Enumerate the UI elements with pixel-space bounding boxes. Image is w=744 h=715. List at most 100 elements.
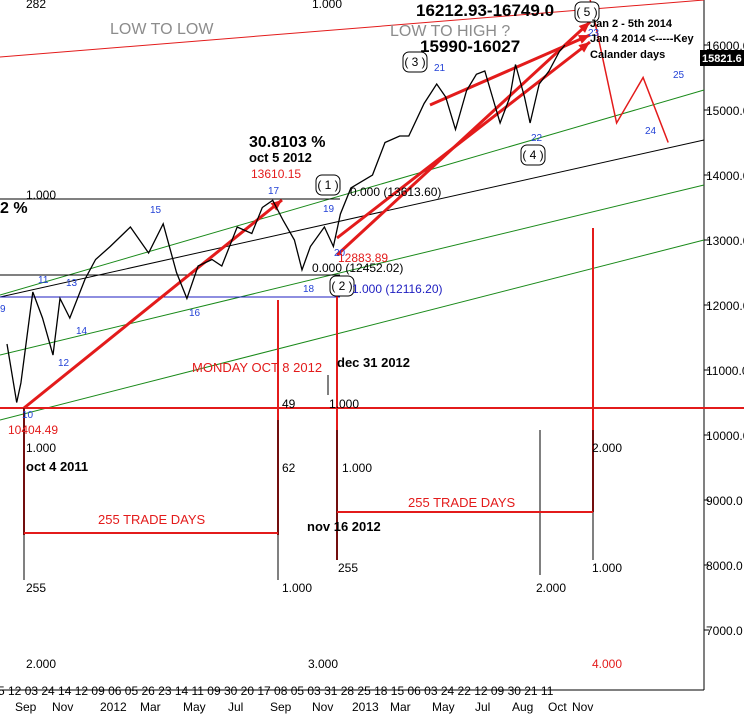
wave-label: ( 4 ) bbox=[522, 148, 543, 162]
annotation-1000-b: 1.000 bbox=[329, 397, 359, 411]
x-month-label: Aug bbox=[512, 700, 533, 714]
annotation-4000: 4.000 bbox=[592, 657, 622, 671]
x-month-label: Nov bbox=[52, 700, 73, 714]
wave-number-9: 9 bbox=[0, 304, 6, 315]
y-tick-label: 9000.0 bbox=[706, 494, 743, 508]
y-tick-label: 10000.0 bbox=[706, 429, 744, 443]
annotation-jan4-key: Jan 4 2014 <-----Key bbox=[590, 33, 695, 45]
annotation-1000-c: 1.000 bbox=[342, 461, 372, 475]
arrow-low-to-high-2-head bbox=[578, 22, 590, 33]
x-month-label: Jul bbox=[228, 700, 243, 714]
last-price-label: 15821.6 bbox=[702, 53, 742, 65]
annotation-monday-oct8: MONDAY OCT 8 2012 bbox=[192, 360, 322, 375]
wave-number-20: 20 bbox=[334, 248, 346, 259]
arrow-low-to-high-3-head bbox=[578, 35, 590, 44]
annotation-trade-days-2: 255 TRADE DAYS bbox=[408, 495, 516, 510]
y-tick-label: 11000.0 bbox=[706, 364, 744, 378]
x-month-label: 2012 bbox=[100, 700, 127, 714]
annotation-282: 282 bbox=[26, 0, 46, 11]
wave-label-box bbox=[574, 1, 600, 23]
annotation-nov16-2012: nov 16 2012 bbox=[307, 519, 381, 534]
fib-label-13613: 0.000 (13613.60) bbox=[350, 185, 441, 199]
annotation-target-range2: 15990-16027 bbox=[420, 37, 520, 56]
annotation-62: 62 bbox=[282, 461, 296, 475]
wave-number-18: 18 bbox=[303, 284, 315, 295]
x-month-label: Mar bbox=[140, 700, 161, 714]
wave-number-13: 13 bbox=[66, 278, 78, 289]
wave-number-14: 14 bbox=[76, 326, 88, 337]
wave-number-12: 12 bbox=[58, 358, 70, 369]
channel-line-green-1 bbox=[0, 89, 705, 296]
annotation-1000-a: 1.000 bbox=[26, 441, 56, 455]
annotation-target-range: 16212.93-16749.0 bbox=[416, 1, 554, 20]
arrow-low-to-high-1 bbox=[23, 198, 283, 410]
channel-line-black bbox=[0, 139, 705, 298]
annotation-pct-left: 2 % bbox=[0, 200, 28, 217]
annotation-jan2-5: Jan 2 - 5th 2014 bbox=[590, 18, 673, 30]
wave-label-box bbox=[315, 174, 341, 196]
wave-number-15: 15 bbox=[150, 205, 162, 216]
wave-label-box bbox=[520, 144, 546, 166]
x-month-label: Jul bbox=[475, 700, 490, 714]
wave-number-24: 24 bbox=[645, 126, 657, 137]
annotation-calander-days: Calander days bbox=[590, 49, 665, 61]
wave-number-16: 16 bbox=[189, 308, 201, 319]
annotation-1000-top: 1.000 bbox=[312, 0, 342, 11]
annotation-high-13610: 13610.15 bbox=[251, 167, 301, 181]
x-month-label: May bbox=[432, 700, 455, 714]
x-month-label: Nov bbox=[312, 700, 333, 714]
x-month-label: 2013 bbox=[352, 700, 379, 714]
wave-label: ( 5 ) bbox=[576, 5, 597, 19]
y-tick-label: 12000.0 bbox=[706, 299, 744, 313]
annotation-2000-a: 2.000 bbox=[592, 441, 622, 455]
annotation-low-10404: 10404.49 bbox=[8, 423, 58, 437]
last-price-box bbox=[700, 50, 744, 66]
fib-label-12116: 1.000 (12116.20) bbox=[352, 282, 443, 296]
x-month-label: Sep bbox=[270, 700, 292, 714]
annotation-255-a: 255 bbox=[26, 581, 46, 595]
annotation-2000-c: 2.000 bbox=[26, 657, 56, 671]
annotation-3000: 3.000 bbox=[308, 657, 338, 671]
annotation-1000-e: 1.000 bbox=[592, 561, 622, 575]
y-tick-label: 14000.0 bbox=[706, 169, 744, 183]
annotation-49: 49 bbox=[282, 397, 296, 411]
wave-label-box bbox=[329, 275, 355, 297]
channel-line-green-3 bbox=[0, 239, 705, 421]
annotation-oct4-2011: oct 4 2011 bbox=[26, 459, 88, 474]
x-month-label: Oct bbox=[548, 700, 567, 714]
wave-number-17: 17 bbox=[268, 186, 280, 197]
channel-line-green-2 bbox=[0, 184, 705, 356]
x-month-label: Mar bbox=[390, 700, 411, 714]
annotation-1000-left: 1.000 bbox=[26, 188, 56, 202]
y-tick-label: 8000.0 bbox=[706, 559, 743, 573]
x-month-label: Sep bbox=[15, 700, 37, 714]
x-month-label: Nov bbox=[572, 700, 593, 714]
wave-label-box bbox=[402, 51, 428, 73]
wave-label: ( 1 ) bbox=[317, 178, 338, 192]
fib-label-12452: 0.000 (12452.02) bbox=[312, 261, 403, 275]
annotation-oct5-2012: oct 5 2012 bbox=[249, 150, 312, 165]
wave-number-10: 10 bbox=[22, 410, 34, 421]
wave-number-11: 11 bbox=[38, 275, 49, 286]
annotation-low-to-high: LOW TO HIGH ? bbox=[390, 23, 510, 40]
arrow-low-to-low-2-head bbox=[578, 42, 590, 53]
annotation-low-12883: 12883.89 bbox=[338, 251, 388, 265]
annotation-pct: 30.8103 % bbox=[249, 134, 326, 151]
wave-number-21: 21 bbox=[434, 63, 446, 74]
arrow-low-to-high-2 bbox=[335, 20, 592, 257]
wave-label: ( 2 ) bbox=[331, 279, 352, 293]
price-series-line bbox=[6, 44, 566, 403]
wave-number-19: 19 bbox=[323, 204, 335, 215]
forecast-series-line bbox=[589, 0, 669, 143]
annotation-dec31-2012: dec 31 2012 bbox=[337, 355, 410, 370]
y-tick-label: 13000.0 bbox=[706, 234, 744, 248]
wave-label: ( 3 ) bbox=[404, 55, 425, 69]
wave-number-25: 25 bbox=[673, 70, 685, 81]
annotation-low-to-low: LOW TO LOW bbox=[110, 21, 214, 38]
wave-number-22: 22 bbox=[531, 133, 543, 144]
x-tick-labels: 5 12 03 24 14 12 09 06 05 26 23 14 11 09… bbox=[0, 684, 554, 698]
y-tick-label: 15000.0 bbox=[706, 104, 744, 118]
wave-number-23: 23 bbox=[588, 28, 600, 39]
y-tick-label: 16000.0 bbox=[706, 39, 744, 53]
